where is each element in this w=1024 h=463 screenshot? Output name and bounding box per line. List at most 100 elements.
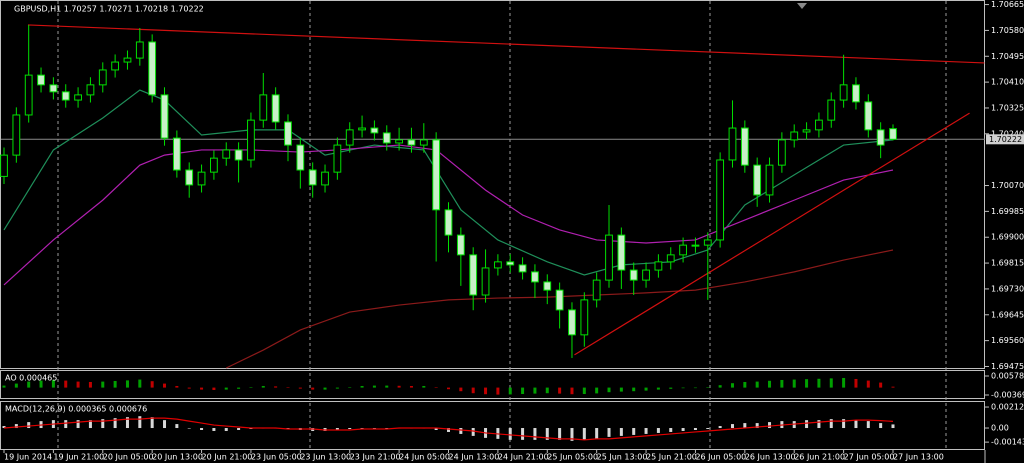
macd-frame — [0, 401, 985, 450]
macd-bar — [595, 428, 599, 439]
ao-bar — [372, 385, 376, 388]
candle-body — [49, 84, 58, 93]
candle-body — [642, 269, 650, 281]
macd-bar — [447, 428, 450, 432]
ao-bar — [76, 381, 80, 388]
macd-bar — [718, 426, 722, 429]
candle-body — [592, 279, 601, 301]
ao-bar — [385, 385, 389, 388]
ao-bar — [298, 387, 302, 389]
x-tick-label: 20 Jun 13:00 — [152, 453, 203, 462]
y-tick-label: 1.70665 — [991, 0, 1024, 9]
macd-bar — [212, 428, 216, 431]
x-tick-label: 25 Jun 21:00 — [646, 453, 697, 462]
macd-bar — [545, 428, 549, 440]
x-tick-label: 23 Jun 05:00 — [251, 453, 302, 462]
ao-bar — [447, 387, 450, 390]
ao-bar — [224, 387, 228, 390]
candle-body — [185, 169, 194, 186]
candle-body — [74, 94, 82, 101]
candle-body — [531, 271, 539, 283]
ao-bar — [286, 387, 290, 388]
macd-bar — [570, 428, 574, 441]
candle-body — [481, 267, 490, 296]
ao-bar — [632, 387, 636, 392]
macd-bar — [76, 420, 80, 429]
x-tick-label: 26 Jun 13:00 — [745, 453, 796, 462]
candle-body — [86, 84, 95, 96]
ao-bar — [434, 387, 438, 388]
candle-body — [111, 61, 120, 71]
ao-bar — [138, 379, 142, 388]
candle-body — [777, 139, 786, 166]
moving-average — [3, 144, 894, 286]
y-tick-label: 1.70240 — [991, 129, 1024, 138]
macd-bar — [175, 424, 179, 429]
ao-bar — [854, 378, 858, 388]
y-tick-label: 1.69475 — [991, 362, 1024, 371]
candle-body — [543, 281, 552, 291]
ao-title: AO 0.000465 — [5, 374, 57, 383]
macd-bar — [829, 419, 833, 429]
candle-body — [852, 84, 860, 103]
candle-body — [839, 84, 848, 101]
candle-body — [753, 164, 762, 196]
macd-bar — [891, 424, 895, 429]
candle-body — [407, 139, 416, 146]
y-tick-label: 0.005788 — [991, 372, 1024, 381]
ao-bar — [669, 387, 673, 389]
candle-body — [493, 261, 502, 269]
y-tick-label: 1.69985 — [991, 207, 1024, 216]
ao-bar — [545, 387, 549, 394]
macd-bar — [101, 419, 105, 429]
ao-bar — [879, 382, 883, 388]
ao-bar — [730, 383, 734, 388]
macd-bar — [125, 417, 129, 429]
ao-bar — [261, 385, 265, 388]
x-tick-label: 24 Jun 05:00 — [399, 453, 450, 462]
macd-bar — [335, 428, 339, 430]
macd-bar — [768, 422, 772, 429]
ao-bar — [274, 386, 278, 388]
ao-bar — [360, 385, 364, 388]
candle-body — [605, 234, 613, 281]
ao-bar — [558, 387, 562, 394]
candle-body — [345, 129, 354, 146]
x-tick-label: 20 Jun 05:00 — [103, 453, 154, 462]
ao-bar — [496, 387, 500, 395]
candle-body — [654, 261, 663, 271]
candle-body — [864, 101, 873, 131]
macd-bar — [138, 416, 142, 429]
x-tick-label: 25 Jun 13:00 — [597, 453, 648, 462]
macd-bar — [607, 428, 611, 437]
candle-body — [358, 127, 366, 131]
x-tick-label: 25 Jun 05:00 — [547, 453, 598, 462]
x-tick-label: 19 Jun 21:00 — [53, 453, 104, 462]
candle-body — [629, 269, 638, 281]
candle-body — [679, 244, 687, 256]
macd-bar — [471, 428, 475, 436]
ao-bar — [471, 387, 475, 394]
macd-bar — [64, 420, 68, 429]
macd-bar — [755, 423, 759, 429]
macd-bar — [681, 428, 685, 431]
macd-bar — [187, 428, 191, 429]
candle-body — [728, 127, 737, 161]
ao-bar — [14, 383, 18, 388]
candle-body — [716, 159, 725, 241]
macd-bar — [521, 428, 525, 440]
ao-bar — [323, 387, 327, 390]
candle-body — [876, 129, 885, 146]
ao-bar — [200, 387, 204, 390]
trendline — [574, 112, 970, 356]
x-tick-label: 20 Jun 21:00 — [202, 453, 253, 462]
ao-bar — [866, 380, 870, 388]
macd-bar — [150, 417, 154, 429]
candle-body — [135, 41, 144, 59]
ao-bar — [607, 387, 611, 393]
candle-body — [555, 289, 564, 311]
ao-bar — [175, 385, 179, 388]
candle-body — [234, 149, 243, 161]
candle-body — [296, 144, 305, 171]
